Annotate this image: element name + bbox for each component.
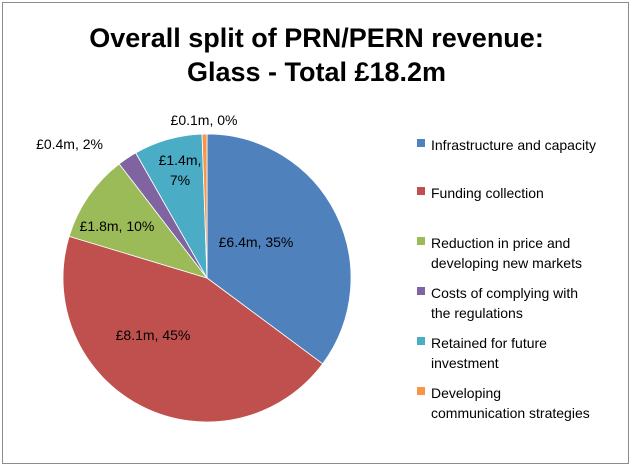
- legend-label-5: Retained for future investment: [431, 333, 627, 373]
- legend-label-3: Reduction in price and developing new mar…: [431, 233, 627, 273]
- legend-label-6: Developing communication strategies: [431, 383, 627, 423]
- legend-swatch-5: [417, 337, 425, 345]
- legend-label-5-line-2: investment: [431, 355, 499, 371]
- data-label-4: £0.4m, 2%: [36, 136, 103, 152]
- legend-label-1-line-1: Infrastructure and capacity: [431, 137, 596, 153]
- legend-label-2: Funding collection: [431, 183, 627, 203]
- chart-title: Overall split of PRN/PERN revenue: Glass…: [3, 21, 630, 89]
- data-label-1-line-1: £6.4m, 35%: [219, 234, 294, 250]
- legend-swatch-4: [417, 287, 425, 295]
- data-label-5-line-1: £1.4m,: [159, 152, 202, 168]
- legend-label-2-line-1: Funding collection: [431, 185, 544, 201]
- legend-label-4: Costs of complying with the regulations: [431, 283, 627, 323]
- legend-label-6-line-2: communication strategies: [431, 405, 590, 421]
- legend-swatch-1: [417, 139, 425, 147]
- data-label-5-line-2: 7%: [170, 172, 190, 188]
- legend-label-3-line-2: developing new markets: [431, 255, 582, 271]
- data-label-2-line-1: £8.1m, 45%: [116, 327, 191, 343]
- legend-label-5-line-1: Retained for future: [431, 335, 547, 351]
- data-label-4-line-1: £0.4m, 2%: [36, 136, 103, 152]
- legend-label-3-line-1: Reduction in price and: [431, 235, 571, 251]
- data-label-6-line-1: £0.1m, 0%: [171, 112, 238, 128]
- pie-slice-6: [201, 133, 208, 279]
- legend-label-1: Infrastructure and capacity: [431, 135, 627, 155]
- data-label-3: £1.8m, 10%: [80, 218, 155, 234]
- pie-chart: £6.4m, 35% £8.1m, 45% £1.8m, 10% £0.4m, 2% £…: [36, 112, 352, 423]
- chart-title-line-1: Overall split of PRN/PERN revenue:: [89, 23, 544, 53]
- data-label-1: £6.4m, 35%: [219, 234, 294, 250]
- pie-slice-2: [62, 235, 324, 423]
- pie-slice-1: [206, 133, 352, 365]
- data-label-3-line-1: £1.8m, 10%: [80, 218, 155, 234]
- legend-swatch-2: [417, 187, 425, 195]
- data-label-5: £1.4m, 7%: [159, 152, 202, 188]
- legend-swatch-3: [417, 237, 425, 245]
- legend-swatch-6: [417, 387, 425, 395]
- legend-label-4-line-2: the regulations: [431, 305, 523, 321]
- pie-slice-3: [68, 163, 209, 279]
- legend-label-6-line-1: Developing: [431, 385, 502, 401]
- data-label-2: £8.1m, 45%: [116, 327, 191, 343]
- chart-frame: Overall split of PRN/PERN revenue: Glass…: [2, 2, 629, 464]
- legend-label-4-line-1: Costs of complying with: [431, 285, 579, 301]
- chart-title-line-2: Glass - Total £18.2m: [186, 57, 447, 87]
- data-label-6: £0.1m, 0%: [171, 112, 238, 128]
